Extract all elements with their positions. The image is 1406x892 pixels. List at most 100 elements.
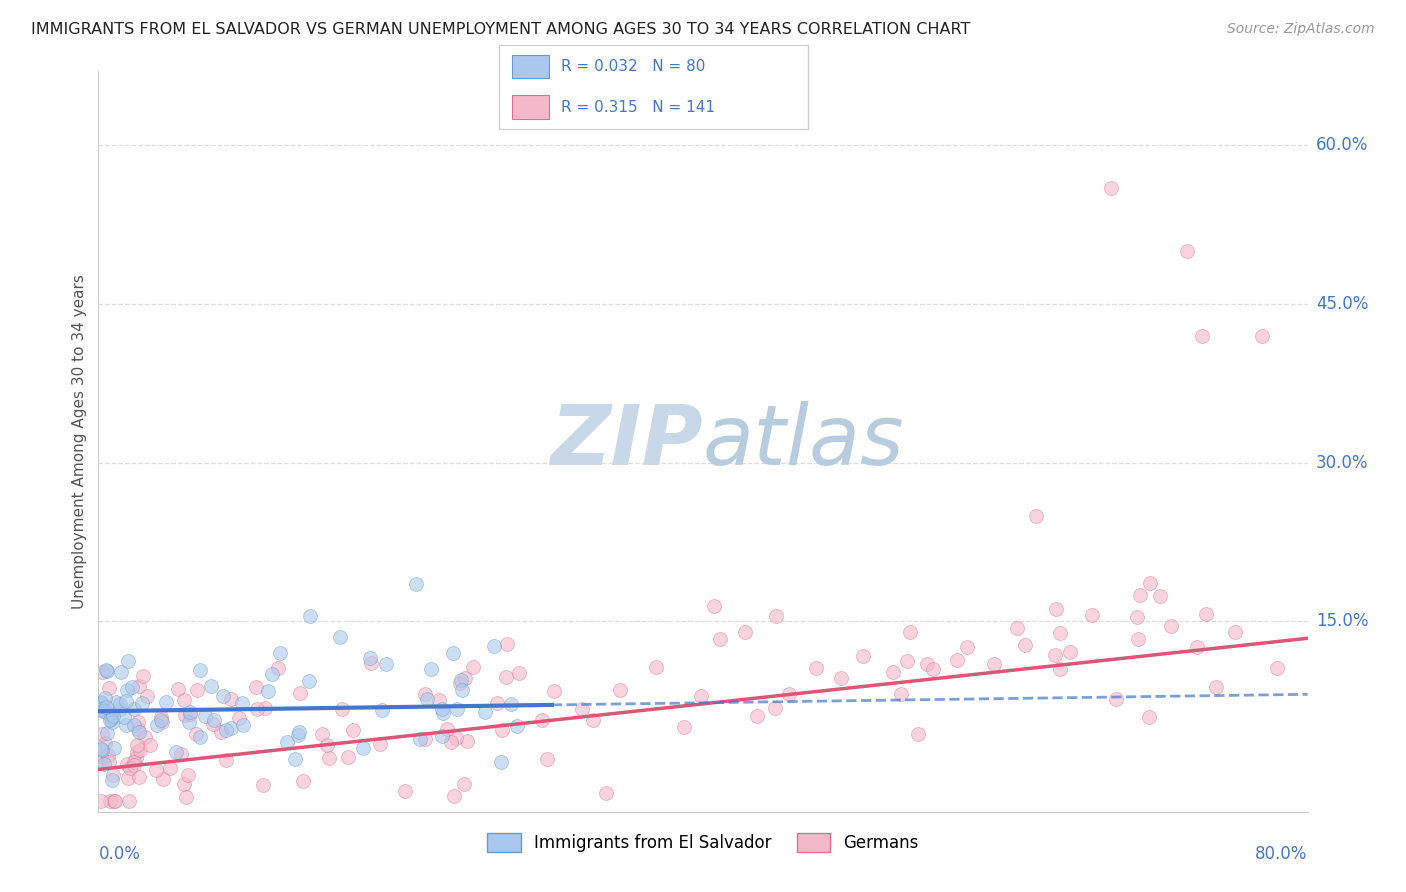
- Point: [122, 702, 145, 716]
- Point: [461, 659, 484, 673]
- Point: [132, 669, 155, 683]
- Point: [100, 710, 122, 724]
- Point: [104, 794, 127, 808]
- Point: [921, 662, 943, 676]
- Point: [690, 690, 713, 704]
- Point: [609, 683, 631, 698]
- Point: [484, 639, 506, 653]
- Point: [128, 742, 150, 756]
- Point: [284, 752, 307, 766]
- Point: [120, 761, 142, 775]
- Point: [128, 770, 150, 784]
- Point: [907, 727, 929, 741]
- Point: [703, 599, 725, 613]
- Point: [1137, 709, 1160, 723]
- Point: [93, 756, 115, 771]
- Point: [830, 672, 852, 686]
- Point: [360, 656, 382, 670]
- Point: [299, 609, 322, 624]
- Point: [1024, 508, 1046, 523]
- Point: [117, 771, 139, 785]
- Point: [269, 646, 291, 660]
- Point: [413, 687, 436, 701]
- Point: [165, 745, 187, 759]
- Point: [219, 721, 242, 735]
- Point: [852, 648, 875, 663]
- Point: [188, 731, 211, 745]
- Point: [432, 706, 454, 721]
- Point: [506, 719, 529, 733]
- Point: [127, 738, 149, 752]
- Point: [499, 698, 522, 712]
- Point: [219, 692, 242, 706]
- Point: [173, 693, 195, 707]
- Point: [1194, 607, 1216, 622]
- Point: [127, 722, 149, 736]
- Point: [1099, 180, 1122, 194]
- Point: [394, 783, 416, 797]
- Point: [1045, 602, 1067, 616]
- Point: [103, 794, 125, 808]
- Point: [186, 727, 208, 741]
- Point: [98, 714, 121, 728]
- Point: [496, 637, 519, 651]
- Point: [96, 664, 118, 678]
- Point: [1049, 626, 1071, 640]
- Point: [1185, 640, 1208, 654]
- Point: [644, 660, 666, 674]
- Point: [110, 698, 132, 712]
- Point: [1059, 645, 1081, 659]
- Point: [118, 794, 141, 808]
- Point: [456, 734, 478, 748]
- Point: [409, 732, 432, 747]
- Point: [360, 651, 382, 665]
- Point: [152, 772, 174, 786]
- Point: [91, 704, 114, 718]
- Point: [139, 739, 162, 753]
- Point: [917, 657, 939, 671]
- Point: [1265, 660, 1288, 674]
- Point: [882, 665, 904, 679]
- Point: [91, 743, 114, 757]
- Text: 60.0%: 60.0%: [1316, 136, 1368, 154]
- Point: [194, 709, 217, 723]
- Text: R = 0.032   N = 80: R = 0.032 N = 80: [561, 59, 706, 74]
- Point: [94, 690, 117, 705]
- Point: [441, 646, 464, 660]
- Legend: Immigrants from El Salvador, Germans: Immigrants from El Salvador, Germans: [481, 826, 925, 859]
- Point: [946, 653, 969, 667]
- Point: [145, 718, 167, 732]
- Point: [186, 683, 208, 698]
- Point: [115, 682, 138, 697]
- Point: [125, 751, 148, 765]
- Point: [246, 702, 269, 716]
- Text: atlas: atlas: [703, 401, 904, 482]
- Point: [94, 704, 117, 718]
- Point: [215, 753, 238, 767]
- Point: [508, 666, 530, 681]
- Point: [983, 657, 1005, 672]
- Point: [1225, 624, 1247, 639]
- Point: [491, 723, 513, 737]
- Point: [173, 777, 195, 791]
- Point: [254, 700, 277, 714]
- Point: [543, 683, 565, 698]
- Point: [100, 712, 122, 726]
- Point: [127, 714, 149, 729]
- Point: [90, 741, 112, 756]
- Point: [176, 768, 198, 782]
- Point: [763, 700, 786, 714]
- Point: [595, 786, 617, 800]
- Point: [427, 693, 450, 707]
- Point: [131, 697, 153, 711]
- Point: [202, 713, 225, 727]
- Point: [1126, 609, 1149, 624]
- Point: [202, 717, 225, 731]
- Bar: [512, 95, 548, 120]
- Point: [200, 679, 222, 693]
- Point: [896, 654, 918, 668]
- Point: [90, 794, 112, 808]
- Point: [90, 696, 112, 710]
- Point: [103, 768, 125, 782]
- Point: [474, 705, 496, 719]
